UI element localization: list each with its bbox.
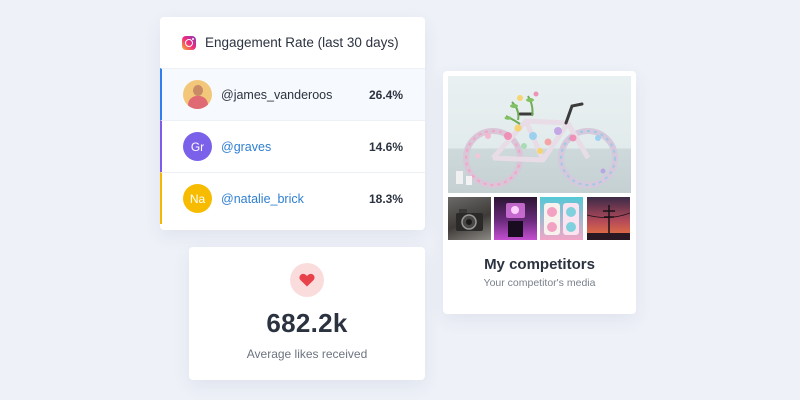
competitors-card[interactable]: My competitors Your competitor's media [443,71,636,314]
competitors-title: My competitors [484,256,595,273]
avatar [183,80,212,109]
average-likes-value: 682.2k [266,308,348,338]
engagement-rate-value: 18.3% [368,191,403,206]
engagement-rate-value: 26.4% [368,87,403,102]
bicycle-illustration [456,91,618,188]
instagram-icon [182,35,196,50]
average-likes-card: 682.2k Average likes received [189,247,425,380]
pastel-dials-photo[interactable] [540,197,583,240]
account-row-graves[interactable]: Gr @graves 14.6% [160,120,425,172]
account-handle-link[interactable]: @natalie_brick [221,191,304,206]
engagement-rate-card: Engagement Rate (last 30 days) @james_va… [160,17,425,230]
account-handle-link[interactable]: @graves [221,139,272,154]
account-row-james[interactable]: @james_vanderoos 26.4% [160,68,425,120]
engagement-title: Engagement Rate (last 30 days) [205,35,399,50]
engagement-header: Engagement Rate (last 30 days) [160,17,425,68]
account-row-natalie[interactable]: Na @natalie_brick 18.3% [160,172,425,224]
neon-arcade-photo[interactable] [494,197,537,240]
avatar: Gr [183,132,212,161]
average-likes-label: Average likes received [246,347,368,361]
competitors-subtitle: Your competitor's media [483,277,596,289]
heart-icon-badge [290,263,324,297]
heart-icon [299,273,315,287]
flower-bicycle-photo[interactable] [448,76,631,193]
engagement-rate-value: 14.6% [368,139,403,154]
sunset-powerline-photo[interactable] [587,197,630,240]
account-handle: @james_vanderoos [221,87,333,102]
avatar: Na [183,184,212,213]
vintage-camera-photo[interactable] [448,197,491,240]
